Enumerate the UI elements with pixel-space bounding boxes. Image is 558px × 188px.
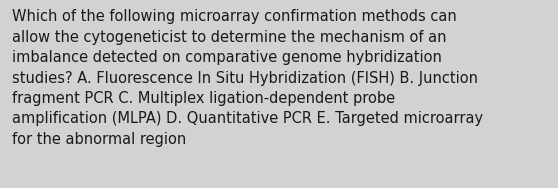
Text: Which of the following microarray confirmation methods can
allow the cytogenetic: Which of the following microarray confir… (12, 9, 483, 147)
